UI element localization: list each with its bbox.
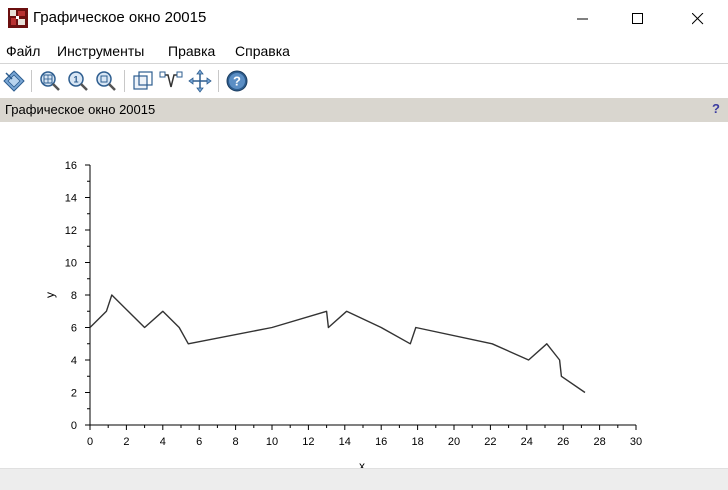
zoom-region-button[interactable] — [38, 69, 62, 93]
select-figure-button[interactable] — [2, 69, 26, 93]
series-line — [89, 294, 586, 394]
maximize-button[interactable] — [615, 0, 661, 38]
select-icon — [3, 70, 25, 92]
rotate-button[interactable] — [131, 69, 155, 93]
rotate-icon — [133, 71, 153, 90]
x-tick-label: 18 — [411, 436, 423, 448]
x-tick-label: 16 — [375, 436, 387, 448]
x-tick-label: 30 — [630, 436, 642, 448]
x-tick-label: 20 — [448, 436, 460, 448]
y-tick-label: 6 — [71, 323, 77, 335]
figure-help-link[interactable]: ? — [712, 101, 720, 116]
x-tick-label: 10 — [266, 436, 278, 448]
y-tick-label: 2 — [71, 388, 77, 400]
x-tick-label: 4 — [160, 436, 166, 448]
line-chart: 0 2 4 6 8 10 12 14 16 18 20 22 24 26 28 30 024681012141… — [43, 160, 642, 473]
pan-button[interactable] — [188, 69, 212, 93]
datatip-button[interactable] — [159, 69, 183, 93]
menu-file[interactable]: Файл — [6, 43, 41, 59]
menu-bar: Файл Инструменты Правка Справка — [0, 38, 728, 64]
x-tick-label: 6 — [196, 436, 202, 448]
figure-title: Графическое окно 20015 — [5, 102, 156, 117]
x-tick-label: 8 — [233, 436, 239, 448]
plot-area: 0 2 4 6 8 10 12 14 16 18 20 22 24 26 28 30 0 2 4 6 8 10 12 14 1… — [0, 122, 728, 473]
menu-edit[interactable]: Правка — [168, 43, 216, 59]
pan-icon — [188, 69, 212, 93]
x-tick-label: 2 — [123, 436, 129, 448]
y-tick-label: 12 — [65, 225, 77, 237]
y-tick-label: 16 — [65, 160, 77, 172]
toolbar: 1 — [0, 64, 728, 98]
close-icon — [692, 13, 704, 25]
maximize-icon — [632, 13, 643, 24]
svg-text:1: 1 — [73, 75, 78, 85]
y-tick-label: 0 — [71, 420, 77, 432]
x-tick-label: 26 — [557, 436, 569, 448]
zoom-icon — [96, 71, 116, 91]
menu-tools[interactable]: Инструменты — [57, 43, 145, 59]
status-strip — [0, 468, 728, 490]
x-tick-label: 12 — [302, 436, 314, 448]
close-button[interactable] — [675, 0, 721, 38]
x-tick-label: 22 — [484, 436, 496, 448]
series-group — [89, 294, 586, 394]
zoom-button[interactable] — [94, 69, 118, 93]
help-button[interactable]: ? — [225, 69, 249, 93]
x-ticks: 0 2 4 6 8 10 12 14 16 18 20 22 24 26 28 30 — [87, 425, 642, 448]
menu-help[interactable]: Справка — [235, 43, 290, 59]
y-ticks: 0 2 4 6 8 10 12 14 16 — [65, 160, 90, 432]
toolbar-separator — [218, 70, 219, 92]
x-tick-label: 0 — [87, 436, 93, 448]
y-axis-label: y — [43, 292, 57, 298]
toolbar-separator — [31, 70, 32, 92]
scilab-app-icon — [8, 8, 28, 28]
x-tick-label: 28 — [593, 436, 605, 448]
window-title: Графическое окно 20015 — [33, 9, 207, 26]
minimize-icon — [577, 18, 588, 20]
x-tick-label: 14 — [339, 436, 351, 448]
x-tick-label: 24 — [521, 436, 533, 448]
y-tick-label: 14 — [65, 193, 77, 205]
x-axis-label: x — [359, 459, 365, 468]
help-icon: ? — [226, 70, 248, 92]
svg-text:?: ? — [233, 74, 241, 89]
title-bar: Графическое окно 20015 — [0, 0, 728, 38]
zoom-restore-icon: 1 — [68, 71, 88, 91]
figure-header: Графическое окно 20015 ? — [0, 98, 728, 122]
datatip-icon — [159, 71, 183, 88]
zoom-restore-button[interactable]: 1 — [66, 69, 90, 93]
zoom-region-icon — [40, 71, 60, 91]
y-tick-label: 8 — [71, 290, 77, 302]
y-tick-label: 10 — [65, 258, 77, 270]
y-tick-label: 4 — [71, 355, 77, 367]
minimize-button[interactable] — [560, 0, 606, 38]
toolbar-separator — [124, 70, 125, 92]
